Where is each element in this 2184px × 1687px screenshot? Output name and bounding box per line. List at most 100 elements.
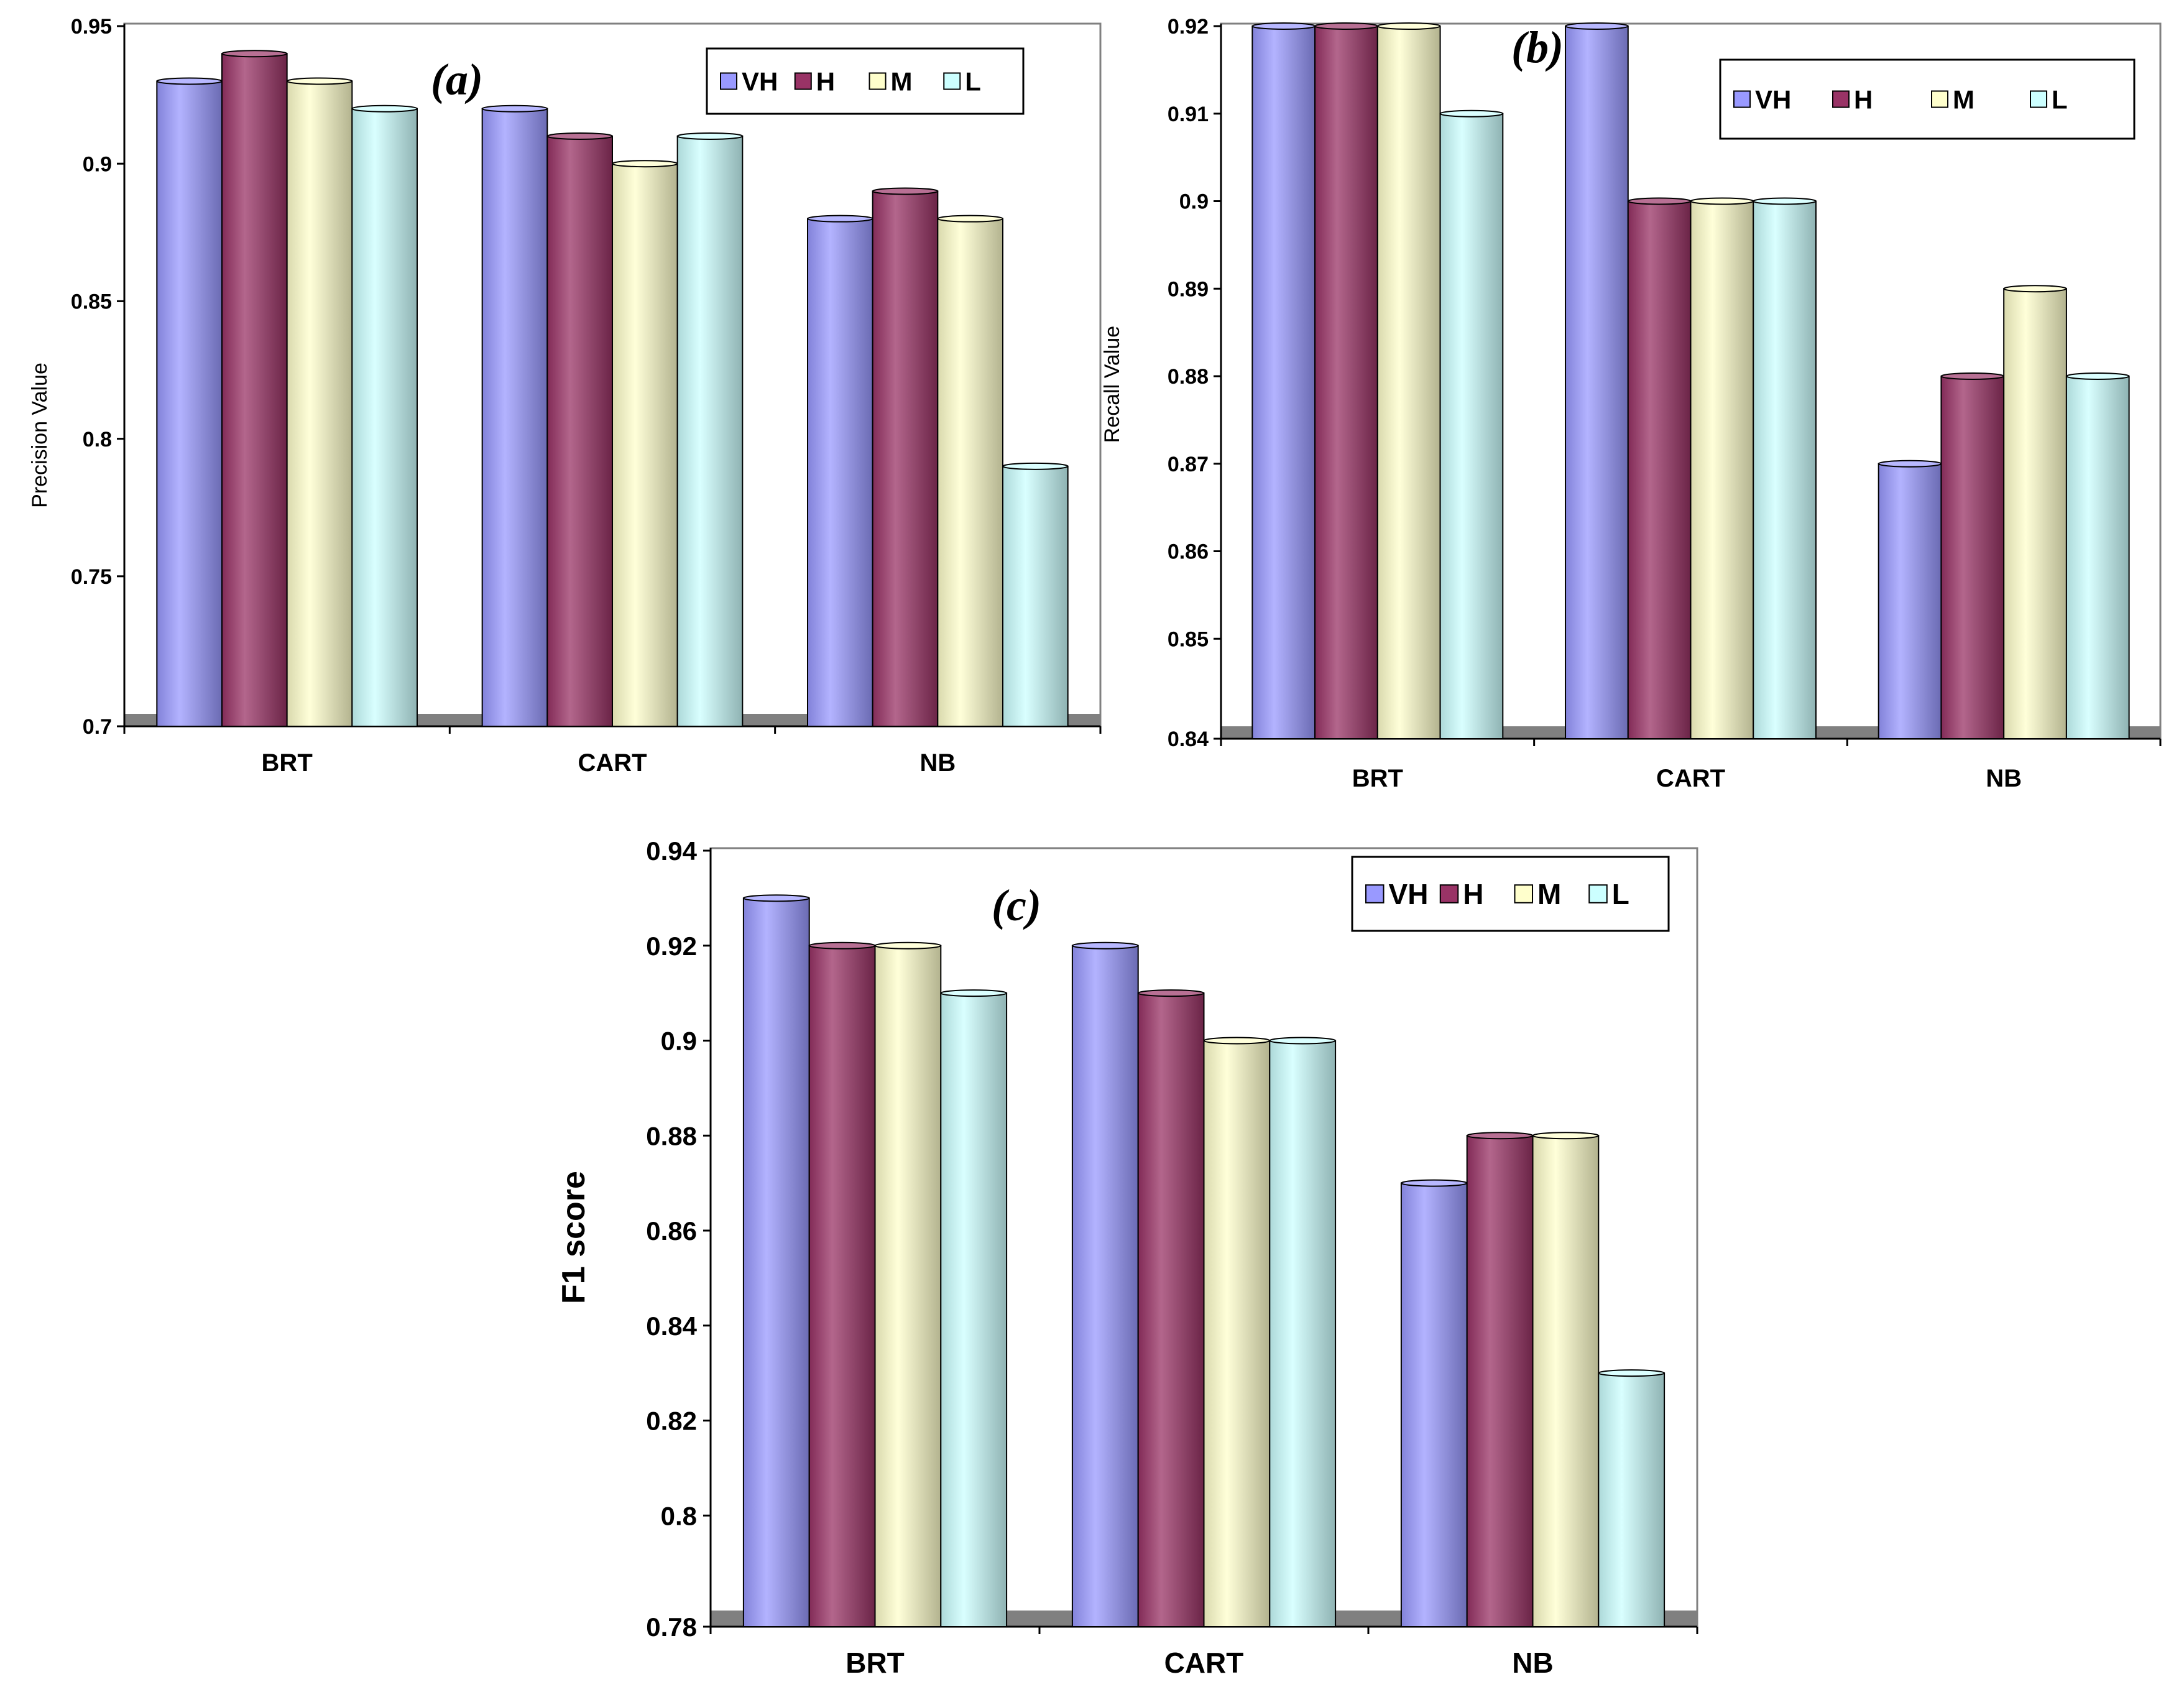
y-axis-label: Precision Value — [28, 363, 52, 508]
bar-cap-l-cart — [1269, 1037, 1337, 1045]
y-tick-label: 0.95 — [71, 15, 112, 39]
bar-cap-l-cart — [676, 132, 744, 140]
y-tick-label: 0.94 — [646, 836, 697, 866]
y-tick-label: 0.86 — [646, 1216, 697, 1246]
bar-cap-l-nb — [1598, 1369, 1666, 1377]
bar-cap-h-nb — [872, 187, 939, 195]
legend-swatch-l — [943, 72, 961, 90]
legend-label-vh: VH — [1389, 878, 1429, 910]
bar-cap-l-nb — [2065, 372, 2130, 380]
panel-title: (b) — [1511, 22, 1564, 72]
legend-swatch-h — [1832, 90, 1850, 108]
bar-m-cart — [1203, 1040, 1271, 1627]
bar-cap-h-brt — [221, 50, 288, 58]
bar-vh-nb — [1878, 463, 1942, 739]
bar-cap-m-cart — [1690, 197, 1754, 205]
bar-m-nb — [2003, 288, 2067, 739]
panel-title: (a) — [431, 55, 483, 104]
legend-box — [1719, 58, 2136, 140]
y-tick-label: 0.82 — [646, 1407, 697, 1436]
bar-l-brt — [940, 992, 1008, 1627]
category-label-cart: CART — [1656, 765, 1725, 792]
bar-h-cart — [1137, 992, 1205, 1627]
legend-swatch-vh — [1365, 884, 1385, 904]
bar-m-brt — [1376, 25, 1441, 739]
bar-l-cart — [1753, 200, 1817, 739]
y-tick-label: 0.9 — [661, 1027, 697, 1056]
bar-vh-brt — [1251, 25, 1316, 739]
bar-cap-l-brt — [940, 989, 1008, 997]
legend: VH H M L — [706, 47, 1025, 115]
category-label-brt: BRT — [1352, 765, 1403, 792]
legend-swatch-vh — [720, 72, 738, 90]
bar-m-nb — [1532, 1135, 1600, 1627]
category-label-cart: CART — [1164, 1647, 1244, 1679]
bar-cap-vh-cart — [481, 104, 548, 113]
legend-swatch-h — [794, 72, 812, 90]
bar-cap-m-nb — [937, 215, 1003, 223]
y-tick-label: 0.8 — [661, 1501, 697, 1530]
legend-label-l: L — [1612, 878, 1629, 910]
bar-m-cart — [612, 163, 678, 727]
legend-box — [706, 47, 1025, 115]
bar-m-nb — [937, 218, 1004, 727]
legend-swatch-m — [1514, 884, 1534, 904]
y-tick-label: 0.84 — [1168, 728, 1209, 751]
y-tick-label: 0.88 — [646, 1121, 697, 1150]
y-tick-label: 0.92 — [1168, 15, 1209, 39]
legend-label-l: L — [2052, 85, 2068, 114]
y-tick-label: 0.9 — [83, 152, 112, 176]
bar-cap-m-nb — [2003, 285, 2067, 293]
bar-m-brt — [874, 945, 942, 1627]
bar-cap-m-nb — [1532, 1132, 1600, 1140]
bar-h-nb — [1466, 1135, 1534, 1627]
bar-cap-m-brt — [286, 77, 353, 85]
bar-cap-m-cart — [1203, 1037, 1271, 1045]
legend-swatch-m — [1931, 90, 1949, 108]
bar-cap-m-cart — [612, 160, 678, 168]
bar-h-cart — [546, 135, 613, 727]
category-label-nb: NB — [1986, 765, 2022, 792]
legend-swatch-m — [869, 72, 887, 90]
chart-panel-b: 0.84 0.85 0.86 0.87 0.88 0.89 0.9 0.91 0.92 BRT CA… — [1100, 15, 2162, 792]
bar-vh-cart — [481, 108, 548, 728]
y-tick-label: 0.84 — [646, 1311, 697, 1341]
bar-l-nb — [1598, 1372, 1666, 1627]
bar-cap-h-cart — [1137, 989, 1205, 997]
legend-swatch-vh — [1733, 90, 1751, 108]
legend-box — [1351, 856, 1670, 932]
bar-cap-l-brt — [351, 104, 418, 113]
legend-label-h: H — [1854, 85, 1873, 114]
bar-cap-m-brt — [874, 941, 942, 950]
category-label-brt: BRT — [845, 1647, 905, 1679]
bar-h-nb — [1940, 376, 2005, 739]
bar-cap-h-brt — [1314, 22, 1378, 30]
bar-l-nb — [1002, 465, 1069, 728]
bar-cap-vh-cart — [1071, 941, 1139, 950]
bar-cap-l-nb — [1002, 462, 1069, 470]
bar-cap-vh-cart — [1565, 22, 1629, 30]
bar-cap-h-nb — [1940, 372, 2005, 380]
y-tick-label: 0.89 — [1168, 277, 1209, 301]
bar-h-brt — [221, 53, 288, 728]
legend: VH H M L — [1719, 58, 2136, 140]
y-tick-label: 0.92 — [646, 931, 697, 961]
bar-cap-vh-brt — [156, 77, 223, 85]
bar-vh-brt — [742, 897, 810, 1627]
y-tick-label: 0.86 — [1168, 540, 1209, 564]
chart-panel-a: 0.7 0.75 0.8 0.85 0.9 0.95 BRT CART NB Precision … — [28, 15, 1102, 777]
bar-l-cart — [1269, 1040, 1337, 1627]
chart-panel-c: 0.78 0.8 0.82 0.84 0.86 0.88 0.9 0.92 0.94 BRT CAR… — [556, 836, 1698, 1679]
bar-vh-nb — [807, 218, 873, 727]
bar-cap-h-cart — [1627, 197, 1692, 205]
bar-h-brt — [808, 945, 876, 1627]
y-tick-label: 0.75 — [71, 565, 112, 589]
bar-vh-cart — [1071, 945, 1139, 1627]
legend-swatch-l — [2030, 90, 2048, 108]
bar-vh-brt — [156, 80, 223, 728]
legend-label-h: H — [1463, 878, 1483, 910]
bar-cap-vh-nb — [1400, 1179, 1468, 1187]
y-tick-label: 0.78 — [646, 1612, 697, 1642]
bar-l-brt — [351, 108, 418, 728]
panel-title: (c) — [992, 880, 1041, 930]
